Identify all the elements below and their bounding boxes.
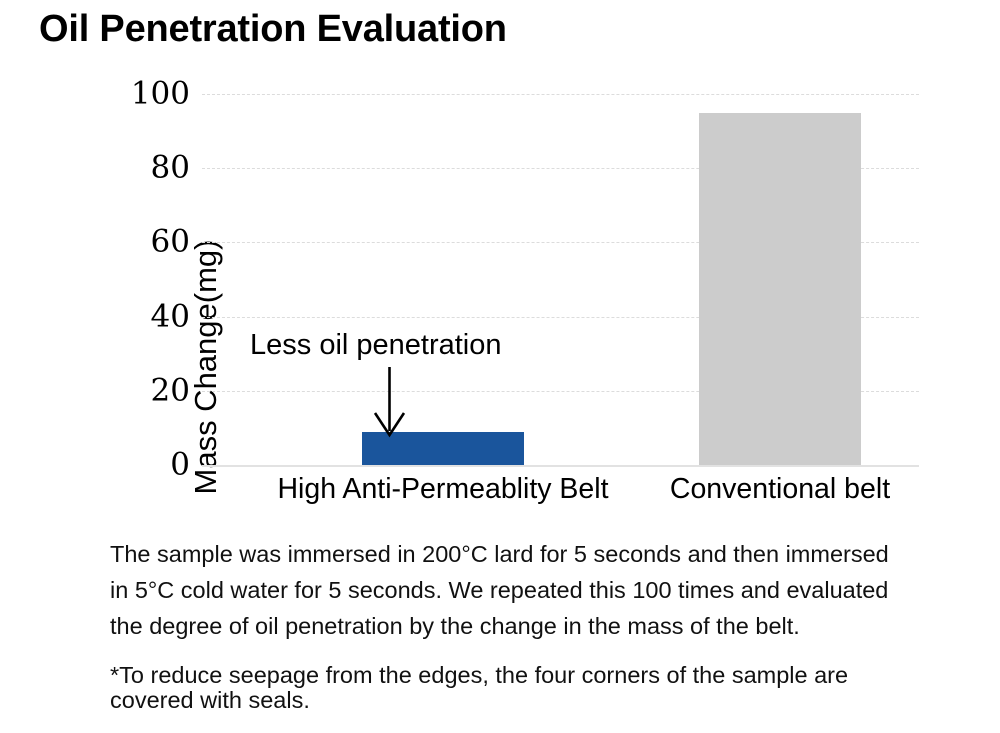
- caption-text: The sample was immersed in 200°C lard fo…: [110, 536, 980, 644]
- caption-line: in 5°C cold water for 5 seconds. We repe…: [110, 577, 889, 603]
- annotation-label: Less oil penetration: [250, 329, 502, 361]
- y-axis-tick-label: 80: [150, 149, 190, 186]
- bar-conventional-belt: [699, 112, 861, 465]
- gridline: [202, 390, 919, 392]
- gridline: [202, 316, 919, 318]
- y-axis-tick-label: 40: [150, 298, 190, 335]
- y-axis-tick-label: 0: [170, 446, 190, 483]
- gridline: [202, 168, 919, 170]
- y-axis-title: Mass Change(mg): [78, 239, 223, 494]
- x-axis-category-label: High Anti-Permeablity Belt: [277, 473, 609, 505]
- footnote-text: *To reduce seepage from the edges, the f…: [110, 663, 990, 713]
- y-axis-tick-label: 60: [150, 223, 190, 260]
- footnote-line: *To reduce seepage from the edges, the f…: [110, 662, 849, 688]
- x-axis-line: [202, 465, 919, 467]
- page-title: Oil Penetration Evaluation: [39, 8, 507, 50]
- caption-line: The sample was immersed in 200°C lard fo…: [110, 541, 889, 567]
- bar-high-anti-permeablity-belt: [362, 431, 524, 465]
- footnote-line: covered with seals.: [110, 687, 310, 713]
- y-axis-tick-label: 20: [150, 372, 190, 409]
- plot-area: 0 20 40 60 80 100: [131, 78, 919, 480]
- x-axis-category-label: Conventional belt: [669, 473, 891, 505]
- y-axis-tick-label: 100: [130, 75, 190, 112]
- gridline: [202, 94, 919, 95]
- caption-line: the degree of oil penetration by the cha…: [110, 613, 800, 639]
- gridline: [202, 242, 919, 244]
